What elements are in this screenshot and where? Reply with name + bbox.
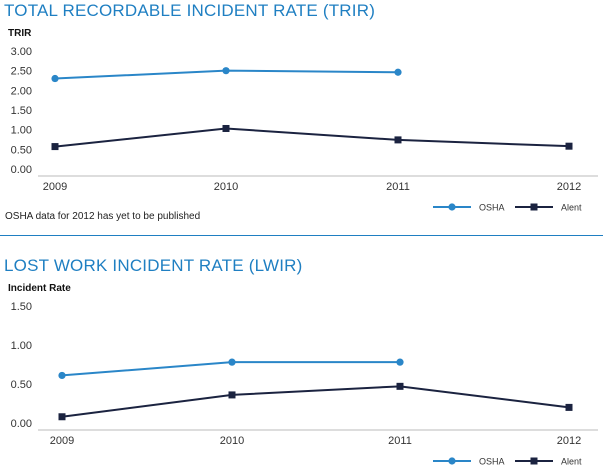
alent-point bbox=[228, 391, 236, 399]
alent-point bbox=[565, 403, 573, 411]
alent-point bbox=[394, 136, 402, 144]
osha-legend-marker bbox=[448, 457, 456, 465]
lwir-title: LOST WORK INCIDENT RATE (LWIR) bbox=[4, 256, 303, 275]
alent-point bbox=[51, 143, 59, 151]
x-tick-label: 2012 bbox=[557, 181, 581, 193]
osha-point bbox=[228, 358, 236, 366]
osha-point bbox=[396, 358, 404, 366]
osha-legend-label: OSHA bbox=[479, 203, 505, 213]
osha-point bbox=[58, 371, 66, 380]
x-tick-label: 2011 bbox=[388, 435, 412, 447]
alent-legend-marker bbox=[530, 203, 538, 211]
x-tick-label: 2011 bbox=[386, 181, 410, 193]
x-tick-label: 2010 bbox=[214, 181, 238, 193]
x-tick-label: 2009 bbox=[50, 435, 74, 447]
osha-legend-marker bbox=[448, 203, 456, 211]
y-tick-label: 0.50 bbox=[11, 379, 32, 391]
y-tick-label: 0.00 bbox=[11, 164, 32, 176]
osha-point bbox=[51, 74, 59, 83]
y-tick-label: 1.00 bbox=[11, 340, 32, 352]
y-tick-label: 1.00 bbox=[11, 125, 32, 137]
section-divider bbox=[0, 235, 603, 236]
osha-note: OSHA data for 2012 has yet to be publish… bbox=[5, 211, 201, 222]
y-axis-label: Incident Rate bbox=[8, 283, 71, 294]
y-tick-label: 2.00 bbox=[11, 85, 32, 97]
osha-point bbox=[394, 68, 402, 76]
alent-point bbox=[396, 382, 404, 390]
y-tick-label: 0.00 bbox=[11, 418, 32, 430]
alent-point bbox=[565, 142, 573, 150]
y-tick-label: 3.00 bbox=[11, 46, 32, 58]
alent-legend-label: Alent bbox=[561, 457, 582, 466]
alent-point bbox=[58, 413, 66, 421]
y-tick-label: 0.50 bbox=[11, 144, 32, 156]
alent-legend-label: Alent bbox=[561, 203, 582, 213]
x-tick-label: 2012 bbox=[557, 435, 581, 447]
trir-chart: TRIR 3.00 2.50 2.00 1.50 1.00 0.50 0.00 2009 2010… bbox=[8, 28, 598, 213]
trir-title: TOTAL RECORDABLE INCIDENT RATE (TRIR) bbox=[4, 1, 376, 20]
y-axis-label: TRIR bbox=[8, 28, 32, 39]
x-tick-label: 2009 bbox=[43, 181, 67, 193]
y-tick-label: 1.50 bbox=[11, 105, 32, 117]
lwir-chart: Incident Rate 1.50 1.00 0.50 0.00 2009 2010 201… bbox=[8, 283, 598, 466]
y-tick-label: 1.50 bbox=[11, 301, 32, 313]
y-tick-label: 2.50 bbox=[11, 66, 32, 78]
osha-legend-label: OSHA bbox=[479, 457, 505, 466]
alent-series-line bbox=[54, 127, 570, 148]
alent-legend-marker bbox=[530, 457, 538, 465]
x-tick-label: 2010 bbox=[220, 435, 244, 447]
alent-point bbox=[222, 124, 230, 132]
alent-series-line bbox=[61, 385, 570, 418]
osha-point bbox=[222, 67, 230, 75]
